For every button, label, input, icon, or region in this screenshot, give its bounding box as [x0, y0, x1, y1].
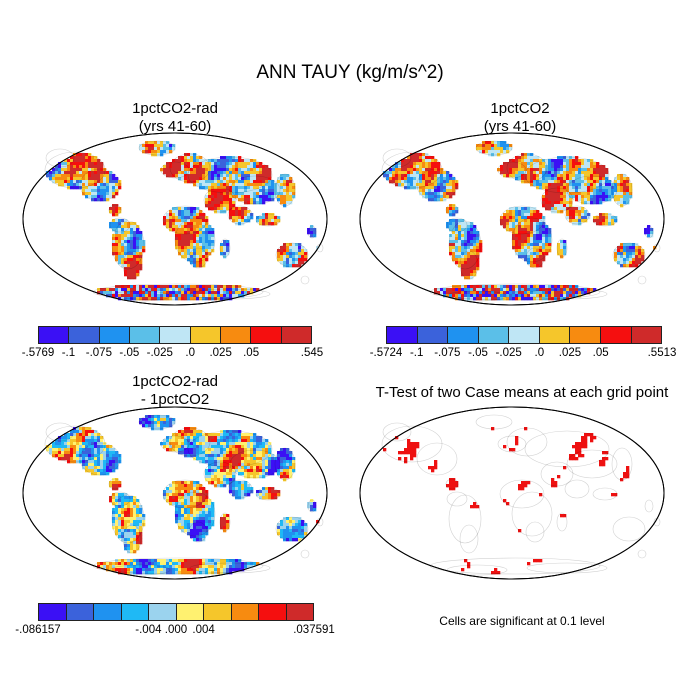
coastlines [381, 414, 661, 576]
colorbar-label: -.5769 [21, 347, 55, 359]
panel2-title-line2: (yrs 41-60) [483, 118, 557, 135]
colorbar-label: .004 [192, 624, 215, 636]
colorbar-swatch [39, 327, 70, 343]
colorbar-label: .0 [185, 347, 196, 359]
panel4-title: T-Test of two Case means at each grid po… [375, 384, 669, 401]
panel4-map [359, 406, 665, 580]
colorbar-swatch [570, 327, 601, 343]
colorbar-label: -.05 [119, 347, 140, 359]
colorbar-swatch [478, 327, 510, 343]
colorbar-label: .5513 [647, 347, 677, 359]
colorbar-label: .05 [592, 347, 609, 359]
colorbar-swatch [387, 327, 418, 343]
colorbar-swatch [160, 327, 191, 343]
panel3-title-line1: 1pctCO2-rad [132, 373, 218, 390]
panel2-title: 1pctCO2 (yrs 41-60) [370, 100, 670, 136]
panel1-colorbar [38, 326, 312, 344]
colorbar-label: -.025 [495, 347, 522, 359]
colorbar-swatch [286, 604, 313, 620]
colorbar-swatch [39, 604, 67, 620]
colorbar-label: -.004 [135, 624, 162, 636]
colorbar-swatch [231, 604, 259, 620]
panel1-title: 1pctCO2-rad (yrs 41-60) [25, 100, 325, 136]
map-cells [383, 427, 630, 575]
panel3-map [22, 406, 328, 580]
colorbar-label: -.075 [85, 347, 112, 359]
coastlines [44, 140, 324, 302]
panel3-colorbar-labels: -.086157 -.004.000 .004 .037591 [15, 624, 334, 640]
colorbar-label: -.1 [61, 347, 76, 359]
panel1-title-line2: (yrs 41-60) [138, 118, 212, 135]
map-boundary [22, 132, 328, 306]
panel2-colorbar-labels: -.5724 -.1 -.075 -.05 -.025 .0 .025 .05 .5513 [370, 347, 677, 363]
colorbar-swatch [99, 327, 130, 343]
panel2-colorbar [386, 326, 662, 344]
colorbar-swatch [259, 604, 287, 620]
colorbar-label: .025 [209, 347, 232, 359]
colorbar-swatch [66, 604, 94, 620]
map-boundary [22, 406, 328, 580]
colorbar-swatch [251, 327, 282, 343]
colorbar-swatch [600, 327, 632, 343]
colorbar-swatch [121, 604, 149, 620]
colorbar-swatch [448, 327, 479, 343]
colorbar-swatch [69, 327, 100, 343]
map-boundary [359, 406, 665, 580]
colorbar-swatch [417, 327, 449, 343]
colorbar-label: .0 [534, 347, 545, 359]
colorbar-swatch [204, 604, 232, 620]
colorbar-label: -.1 [409, 347, 424, 359]
panel1-map [22, 132, 328, 306]
panel2-map [359, 132, 665, 306]
colorbar-label: .037591 [293, 624, 335, 636]
colorbar-swatch [129, 327, 161, 343]
colorbar-swatch [281, 327, 311, 343]
colorbar-swatch [94, 604, 122, 620]
map-cells [383, 141, 657, 301]
map-cells [46, 415, 320, 575]
colorbar-swatch [149, 604, 177, 620]
significance-note: Cells are significant at 0.1 level [439, 614, 605, 628]
colorbar-swatch [631, 327, 662, 343]
colorbar-label: -.025 [146, 347, 173, 359]
panel3-title-line2: - 1pctCO2 [140, 391, 210, 408]
colorbar-label: .000 [164, 624, 188, 636]
panel3-colorbar [38, 603, 314, 621]
colorbar-label: -.05 [468, 347, 488, 359]
colorbar-label: .025 [558, 347, 582, 359]
colorbar-swatch [220, 327, 252, 343]
colorbar-label: .545 [300, 347, 324, 359]
panel2-title-line1: 1pctCO2 [490, 100, 550, 117]
map-boundary [359, 132, 665, 306]
panel1-colorbar-labels: -.5769 -.1 -.075 -.05 -.025 .0 .025 .05 .545 [22, 347, 324, 363]
panel1-title-line1: 1pctCO2-rad [132, 100, 218, 117]
panel3-title: 1pctCO2-rad - 1pctCO2 [25, 373, 325, 409]
colorbar-label: -.075 [434, 347, 461, 359]
colorbar-label: .05 [243, 347, 260, 359]
coastlines [44, 414, 324, 576]
figure-title: ANN TAUY (kg/m/s^2) [256, 62, 444, 83]
colorbar-swatch [539, 327, 571, 343]
colorbar-swatch [176, 604, 204, 620]
colorbar-swatch [190, 327, 221, 343]
coastlines [381, 140, 661, 302]
colorbar-label: -.086157 [15, 624, 61, 636]
colorbar-swatch [509, 327, 540, 343]
map-cells [46, 141, 320, 301]
colorbar-label: -.5724 [369, 347, 403, 359]
